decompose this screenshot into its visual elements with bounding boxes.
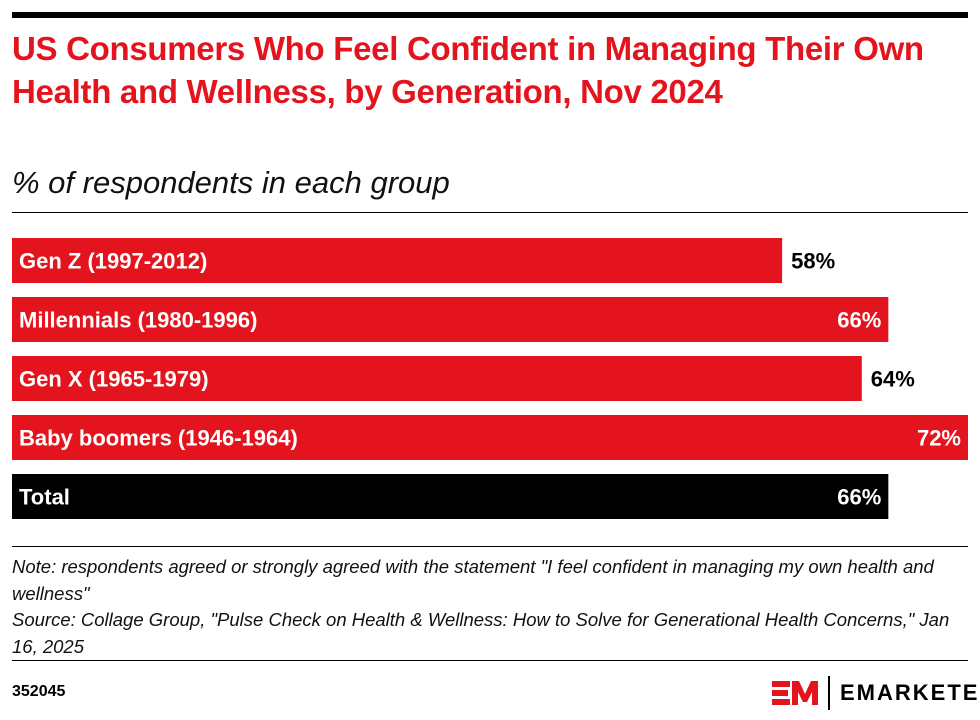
category-label: Millennials (1980-1996)	[19, 308, 257, 333]
note-text: Note: respondents agreed or strongly agr…	[12, 556, 934, 604]
bar-2	[12, 356, 862, 401]
logo-wordmark: EMARKETER	[840, 680, 980, 705]
logo-separator	[828, 676, 830, 710]
header-divider	[12, 212, 968, 213]
value-label: 66%	[837, 485, 881, 510]
emarketer-logo: EMARKETER	[772, 676, 980, 710]
bar-3	[12, 415, 968, 460]
bottom-divider	[12, 660, 968, 661]
category-label: Gen Z (1997-2012)	[19, 249, 207, 274]
category-label: Baby boomers (1946-1964)	[19, 426, 298, 451]
chart-title: US Consumers Who Feel Confident in Manag…	[12, 30, 924, 110]
chart-subtitle: % of respondents in each group	[12, 165, 450, 200]
notes: Note: respondents agreed or strongly agr…	[12, 554, 962, 660]
category-label: Total	[19, 485, 70, 510]
chart-id: 352045	[12, 683, 66, 700]
value-label: 72%	[917, 426, 961, 451]
bar-0	[12, 238, 783, 283]
value-label: 58%	[791, 249, 835, 274]
value-label: 64%	[871, 367, 915, 392]
em-logo-mark-icon	[772, 681, 818, 705]
category-label: Gen X (1965-1979)	[19, 367, 209, 392]
bar-4	[12, 474, 889, 519]
source-text: Source: Collage Group, "Pulse Check on H…	[12, 609, 950, 657]
value-label: 66%	[837, 308, 881, 333]
bar-1	[12, 297, 889, 342]
top-rule	[12, 12, 968, 18]
bar-chart: Gen Z (1997-2012) 58% Millennials (1980-19…	[12, 238, 968, 519]
footer-divider	[12, 546, 968, 547]
